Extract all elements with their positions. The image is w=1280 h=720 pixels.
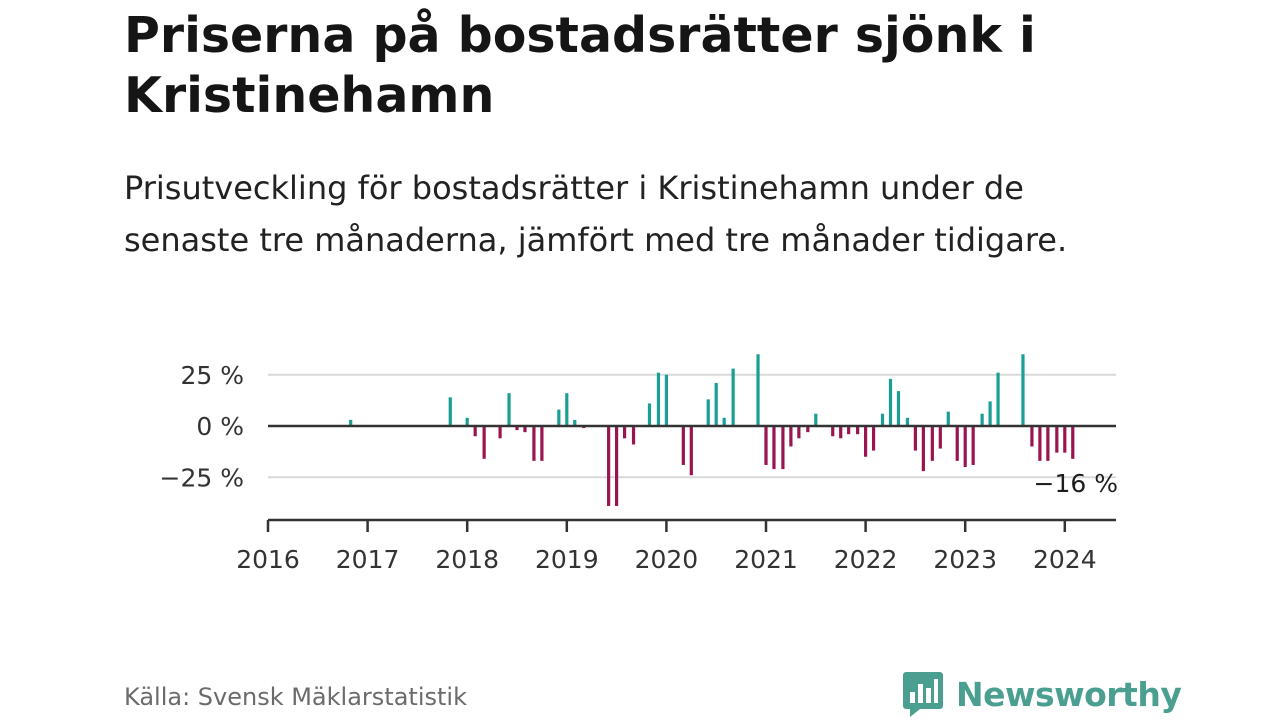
bar-negative: [789, 426, 793, 447]
bar-negative: [764, 426, 768, 465]
bar-negative: [831, 426, 835, 437]
bar-positive: [756, 354, 760, 426]
brand-name: Newsworthy: [956, 674, 1182, 714]
bar-negative: [607, 426, 611, 506]
chart-subtitle: Prisutveckling för bostadsrätter i Krist…: [124, 169, 1068, 259]
x-tick-label: 2017: [336, 545, 400, 574]
bar-positive: [731, 368, 735, 426]
x-tick-label: 2016: [236, 545, 300, 574]
bar-negative: [1030, 426, 1034, 447]
bar-positive: [814, 413, 818, 426]
bar-positive: [465, 417, 469, 426]
bar-negative: [938, 426, 942, 449]
bar-negative: [797, 426, 801, 439]
bar-positive: [722, 417, 726, 426]
bar-positive: [349, 419, 353, 426]
bar-positive: [706, 399, 710, 426]
bar-negative: [615, 426, 619, 506]
bars: [349, 354, 1075, 506]
bar-negative: [921, 426, 925, 472]
bar-negative: [781, 426, 785, 470]
bar-negative: [971, 426, 975, 465]
bar-negative: [515, 426, 519, 431]
y-axis-tick-labels: 25 % 0 % −25 %: [160, 361, 244, 493]
bar-negative: [847, 426, 851, 435]
bar-positive: [557, 409, 561, 426]
bar-negative: [913, 426, 917, 451]
x-tick-label: 2019: [535, 545, 599, 574]
bar-negative: [871, 426, 876, 451]
x-tick-label: 2024: [1033, 545, 1097, 574]
bar-negative: [930, 426, 934, 461]
bar-negative: [1071, 426, 1075, 459]
bar-positive: [507, 393, 511, 426]
y-tick-label: 0 %: [196, 412, 244, 441]
bar-negative: [1055, 426, 1059, 453]
bar-negative: [681, 426, 685, 465]
last-value-label: −16 %: [1034, 469, 1118, 498]
bar-negative: [689, 426, 693, 476]
bar-negative: [622, 426, 627, 439]
source-note: Källa: Svensk Mäklarstatistik: [124, 683, 467, 711]
bar-positive: [573, 419, 577, 426]
grid-lines: [268, 373, 1116, 479]
bar-positive: [714, 382, 718, 426]
y-tick-label: −25 %: [160, 463, 244, 492]
bar-chart: 25 % 0 % −25 % 2016 2017 2018 2019 2020 2021 202…: [160, 354, 1118, 574]
bar-positive: [988, 401, 992, 426]
bar-negative: [839, 426, 843, 439]
bar-positive: [946, 411, 950, 426]
bar-negative: [864, 426, 868, 457]
x-tick-label: 2018: [435, 545, 499, 574]
chart-title: Priserna på bostadsrätter sjönk i Kristi…: [124, 7, 1036, 124]
bar-positive: [896, 391, 901, 426]
annotations: −16 %: [1034, 469, 1118, 498]
x-axis: 2016 2017 2018 2019 2020 2021 2022 2023 2024: [236, 518, 1116, 574]
bar-positive: [880, 413, 885, 426]
bar-positive: [656, 372, 661, 426]
bar-positive: [647, 403, 652, 426]
newsworthy-logo[interactable]: Newsworthy: [902, 670, 1182, 718]
bar-negative: [482, 426, 486, 459]
bar-negative: [532, 426, 536, 461]
bar-positive: [905, 417, 910, 426]
x-tick-label: 2023: [933, 545, 997, 574]
bar-positive: [1021, 354, 1025, 426]
bar-negative: [806, 426, 810, 433]
bar-negative: [1038, 426, 1042, 461]
bar-negative: [955, 426, 959, 461]
bar-positive: [888, 378, 893, 426]
y-tick-label: 25 %: [180, 361, 244, 390]
bar-positive: [664, 374, 668, 426]
x-tick-label: 2020: [635, 545, 699, 574]
bar-negative: [1063, 426, 1067, 453]
bar-positive: [565, 393, 569, 426]
bar-negative: [963, 426, 967, 467]
bar-positive: [980, 413, 984, 426]
bar-negative: [1046, 426, 1050, 461]
bar-positive: [448, 397, 452, 426]
bar-negative: [498, 426, 502, 439]
x-tick-label: 2021: [734, 545, 798, 574]
bar-negative: [523, 426, 527, 433]
bar-positive: [996, 372, 1000, 426]
x-tick-label: 2022: [834, 545, 898, 574]
bar-negative: [772, 426, 776, 470]
bar-negative: [540, 426, 544, 461]
bar-negative: [473, 426, 477, 437]
bar-chart-icon: [903, 672, 943, 717]
bar-negative: [631, 426, 636, 445]
bar-negative: [856, 426, 860, 435]
